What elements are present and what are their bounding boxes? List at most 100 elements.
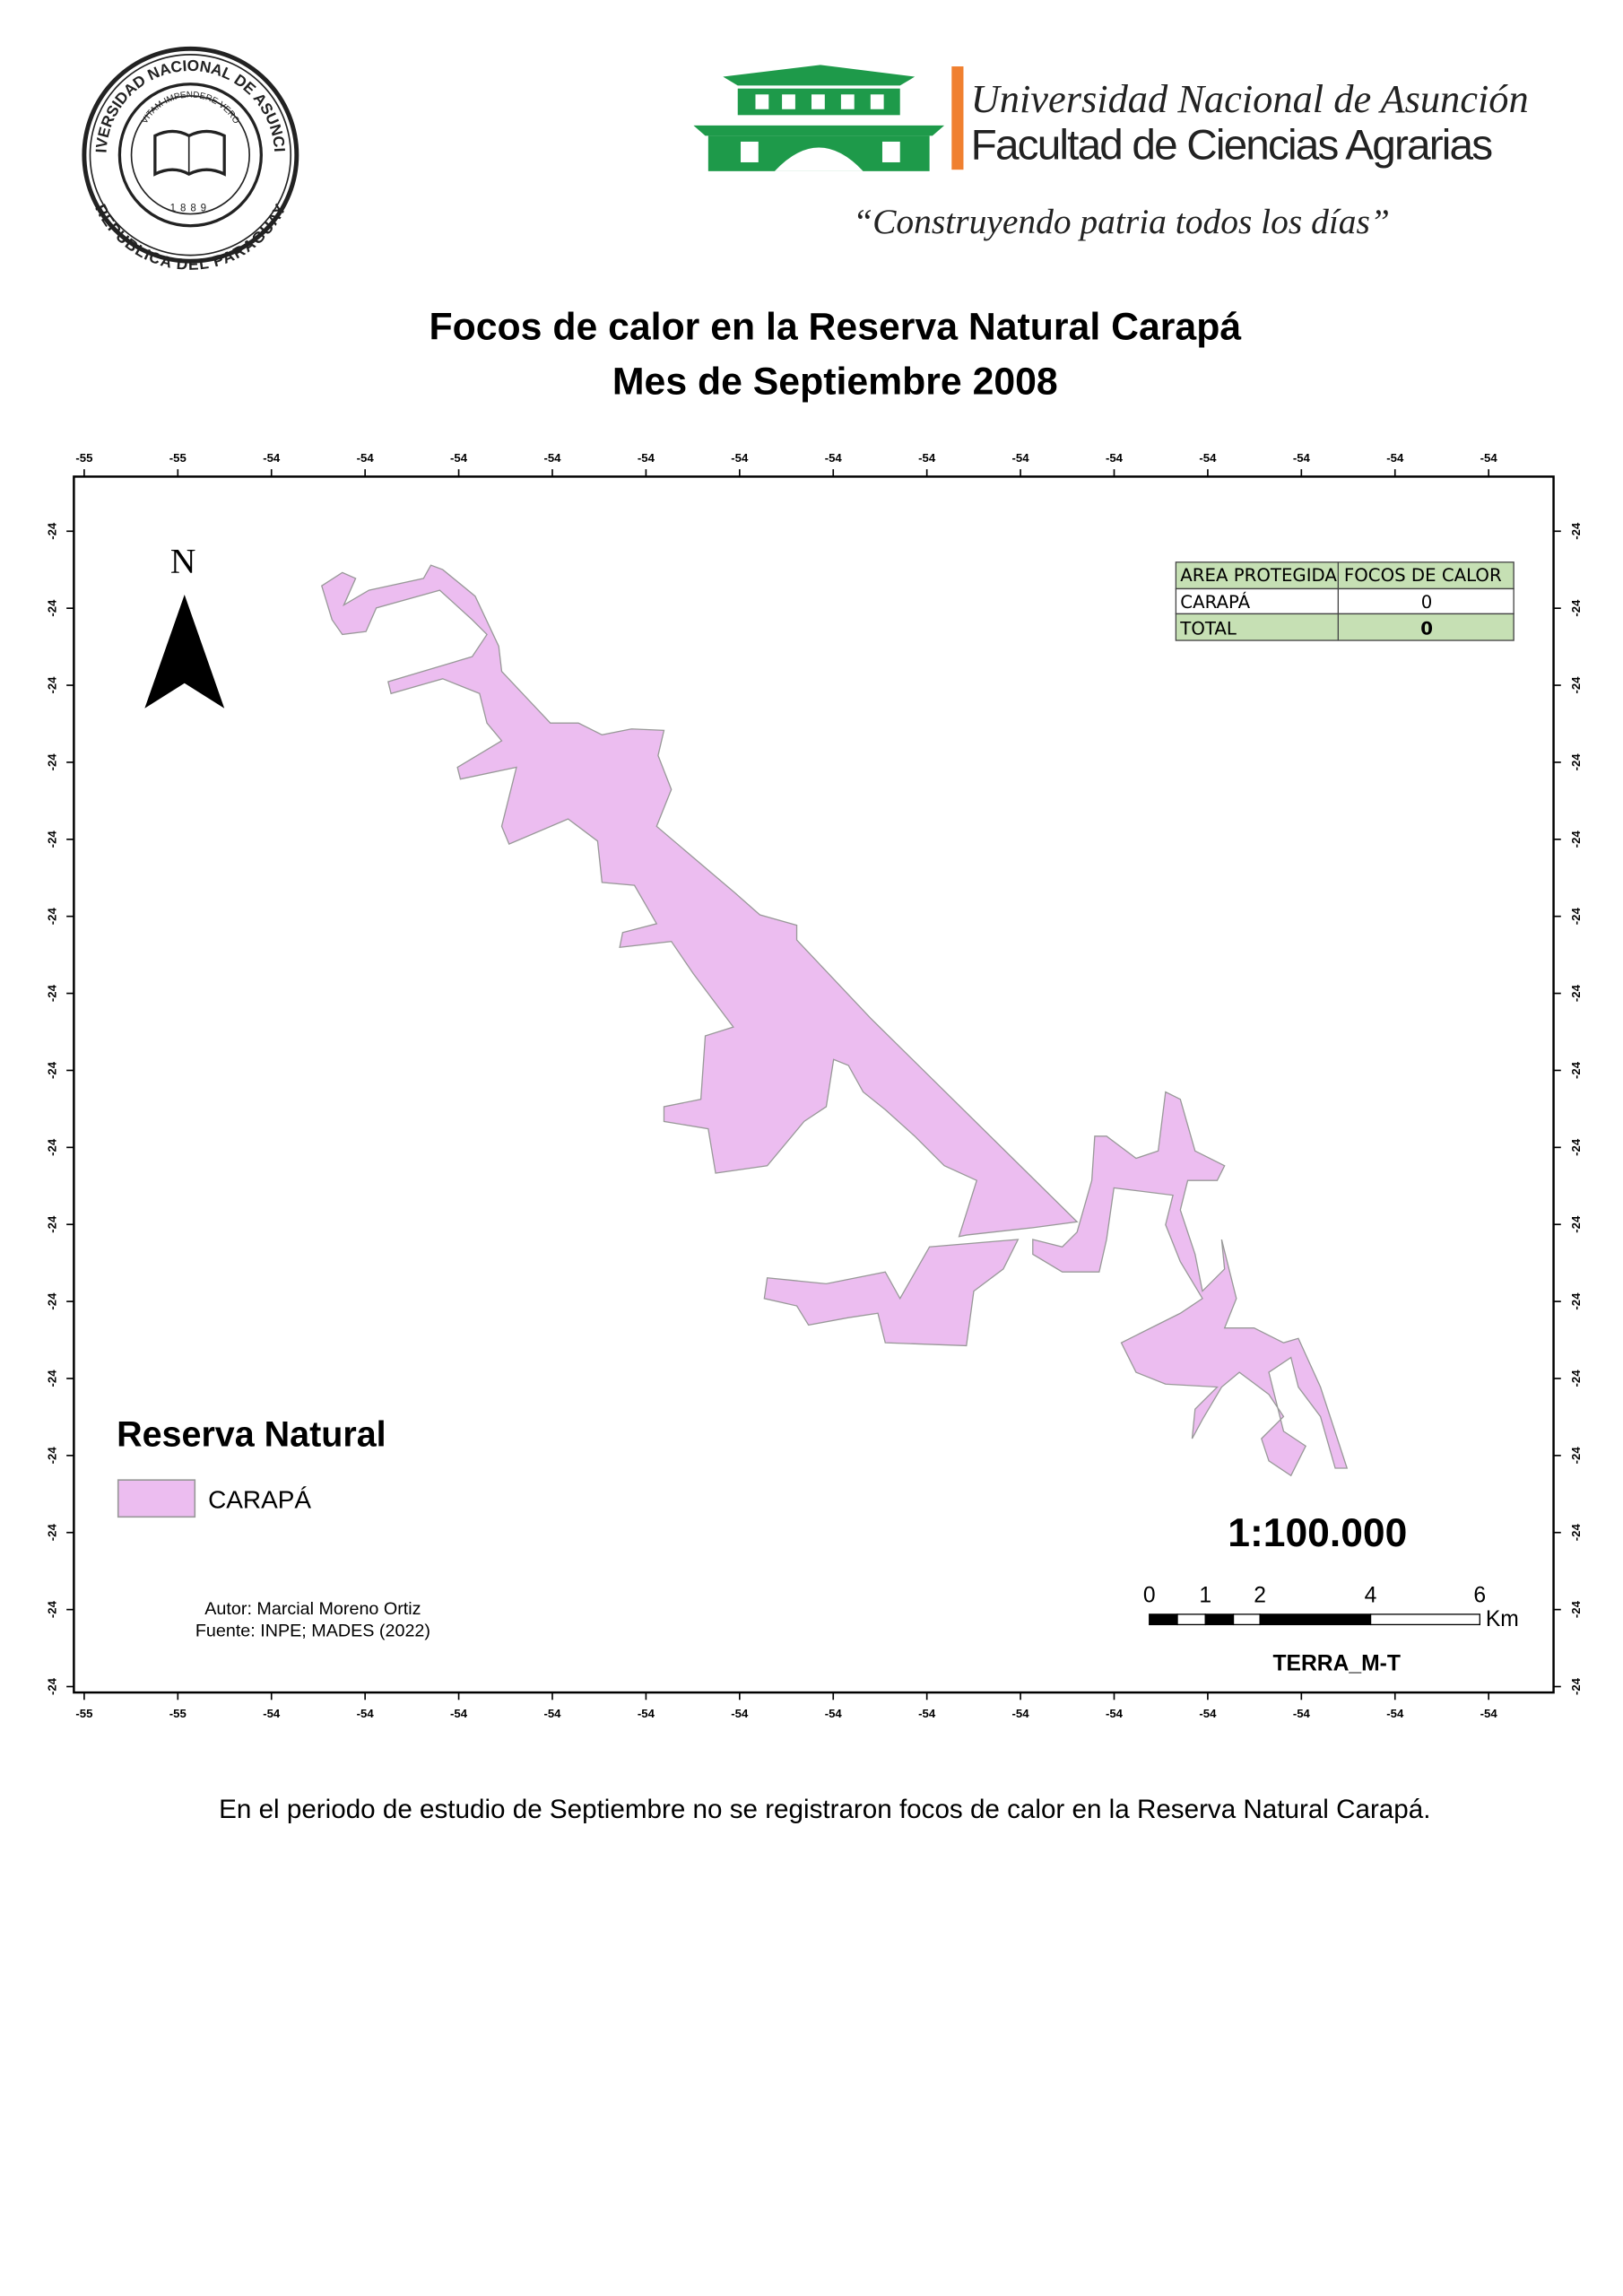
latitude-label: -24	[1569, 1677, 1583, 1695]
scalebar-label: 4	[1365, 1584, 1377, 1608]
scalebar-segment	[1259, 1613, 1372, 1626]
latitude-label: -24	[1569, 984, 1583, 1002]
faculty-name: Facultad de Ciencias Agrarias	[971, 122, 1493, 170]
latitude-label: -24	[46, 1524, 59, 1542]
scalebar-label: 6	[1473, 1584, 1486, 1608]
latitude-label: -24	[46, 831, 59, 848]
longitude-label: -54	[918, 451, 936, 465]
longitude-label: -55	[75, 1707, 92, 1720]
scalebar-segment	[1232, 1613, 1261, 1626]
latitude-label: -24	[46, 1447, 59, 1465]
latitude-label: -24	[1569, 599, 1583, 617]
scalebar-label: 2	[1254, 1584, 1266, 1608]
longitude-label: -55	[75, 451, 92, 465]
longitude-label: -54	[1480, 1707, 1498, 1720]
longitude-label: -54	[357, 1707, 375, 1720]
table-header: FOCOS DE CALOR	[1344, 565, 1502, 586]
latitude-label: -24	[46, 1600, 59, 1618]
longitude-label: -54	[1293, 1707, 1311, 1720]
latitude-label: -24	[1569, 1215, 1583, 1233]
longitude-label: -55	[169, 1707, 187, 1720]
reserve-area	[321, 564, 1349, 1477]
latitude-label: -24	[1569, 1524, 1583, 1542]
longitude-label: -54	[1012, 1707, 1030, 1720]
longitude-label: -54	[357, 451, 375, 465]
source: Fuente: INPE; MADES (2022)	[195, 1622, 430, 1641]
university-name: Universidad Nacional de Asunción	[971, 76, 1529, 121]
longitude-label: -54	[1386, 451, 1404, 465]
longitude-label: -54	[1480, 451, 1498, 465]
latitude-label: -24	[46, 1370, 59, 1387]
latitude-label: -24	[46, 599, 59, 617]
longitude-label: -54	[1012, 451, 1030, 465]
scalebar-label: 0	[1143, 1584, 1156, 1608]
longitude-label: -54	[731, 451, 749, 465]
latitude-label: -24	[1569, 908, 1583, 926]
satellite: TERRA_M-T	[1272, 1651, 1400, 1675]
north-label: N	[170, 541, 196, 580]
table-header: AREA PROTEGIDA	[1180, 565, 1337, 586]
longitude-label: -54	[918, 1707, 936, 1720]
author: Autor: Marcial Moreno Ortiz	[204, 1599, 421, 1619]
table-cell: TOTAL	[1179, 618, 1237, 639]
latitude-label: -24	[46, 984, 59, 1002]
title-line: Focos de calor en la Reserva Natural Car…	[430, 305, 1242, 348]
latitude-label: -24	[1569, 1447, 1583, 1465]
longitude-label: -55	[169, 451, 187, 465]
latitude-label: -24	[46, 522, 59, 540]
latitude-label: -24	[1569, 676, 1583, 694]
latitude-label: -24	[46, 1215, 59, 1233]
latitude-label: -24	[46, 1138, 59, 1156]
table-cell: CARAPÁ	[1180, 592, 1250, 613]
scalebar-segment	[1369, 1613, 1480, 1626]
latitude-label: -24	[46, 908, 59, 926]
longitude-label: -54	[638, 1707, 655, 1720]
faculty-logo	[693, 65, 964, 171]
latitude-label: -24	[46, 676, 59, 694]
latitude-label: -24	[1569, 831, 1583, 848]
table-text: AREA PROTEGIDA FOCOS DE CALOR CARAPÁ 0 T…	[1179, 565, 1502, 639]
latitude-label: -24	[46, 1292, 59, 1310]
longitude-label: -54	[450, 451, 468, 465]
longitude-label: -54	[263, 451, 281, 465]
longitude-label: -54	[450, 1707, 468, 1720]
scalebar-unit: Km	[1486, 1607, 1519, 1631]
latitude-label: -24	[46, 1061, 59, 1079]
latitude-label: -24	[1569, 1600, 1583, 1618]
longitude-label: -54	[543, 1707, 561, 1720]
seal-year: 1889	[170, 203, 211, 213]
north-arrow	[144, 595, 225, 709]
latitude-label: -24	[46, 753, 59, 771]
longitude-label: -54	[825, 1707, 843, 1720]
longitude-label: -54	[1386, 1707, 1404, 1720]
legend-swatch	[117, 1479, 196, 1518]
table-cell: 0	[1420, 618, 1433, 639]
longitude-label: -54	[543, 451, 561, 465]
longitude-label: -54	[731, 1707, 749, 1720]
scale-ratio: 1:100.000	[1228, 1511, 1407, 1555]
latitude-label: -24	[46, 1677, 59, 1695]
legend-item: CARAPÁ	[208, 1485, 311, 1513]
longitude-label: -54	[1106, 451, 1124, 465]
latitude-label: -24	[1569, 1138, 1583, 1156]
longitude-label: -54	[1106, 1707, 1124, 1720]
scalebar-segment	[1204, 1613, 1235, 1626]
title-line: Mes de Septiembre 2008	[612, 360, 1058, 403]
latitude-label: -24	[1569, 1061, 1583, 1079]
latitude-label: -24	[1569, 1370, 1583, 1387]
longitude-label: -54	[1199, 451, 1217, 465]
longitude-label: -54	[1293, 451, 1311, 465]
latitude-label: -24	[1569, 753, 1583, 771]
latitude-label: -24	[1569, 1292, 1583, 1310]
slogan: “Construyendo patria todos los días”	[853, 202, 1390, 241]
longitude-label: -54	[825, 451, 843, 465]
footer-text: En el periodo de estudio de Septiembre n…	[219, 1795, 1430, 1824]
scalebar-segment	[1176, 1613, 1206, 1626]
longitude-label: -54	[1199, 1707, 1217, 1720]
frame-ticks: -55 -55 -55 -55 -54 -54 -54 -54 -54 -54 -54 -54 -54 -…	[46, 451, 1584, 1720]
table-cell: 0	[1421, 592, 1433, 613]
legend-title: Reserva Natural	[117, 1414, 386, 1454]
hotspot-table	[1175, 561, 1515, 641]
scalebar-label: 1	[1199, 1584, 1211, 1608]
